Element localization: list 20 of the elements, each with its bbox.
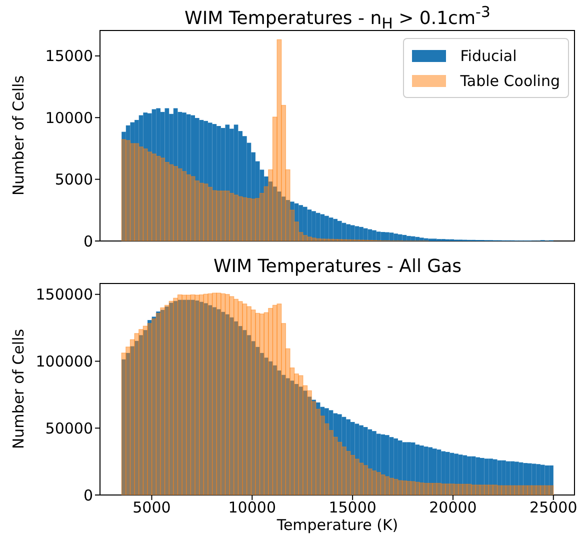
chart-title: WIM Temperatures - All Gas [212, 256, 463, 277]
y-tick-label: 15000 [45, 47, 93, 66]
y-tick-label: 0 [83, 486, 93, 504]
x-tick-label: 5000 [132, 498, 171, 517]
x-tick-label: 10000 [228, 498, 276, 517]
x-tick-label: 15000 [328, 498, 376, 517]
chart-title: WIM Temperatures - n$_{H}$ > 0.1cm$^{-3}$ [184, 3, 492, 33]
y-tick-label: 5000 [54, 170, 93, 189]
x-tick-label: 20000 [429, 498, 477, 517]
y-tick-label: 100000 [36, 352, 93, 371]
legend-label: Table Cooling [460, 72, 560, 90]
x-axis-title: Temperature (K) [276, 516, 398, 534]
y-tick-label: 50000 [45, 419, 93, 438]
y-tick-label: 0 [83, 232, 93, 250]
legend-label: Fiducial [460, 46, 517, 64]
x-tick-label: 25000 [530, 498, 578, 517]
y-axis-title: Number of Cells [9, 328, 28, 450]
y-axis-title: Number of Cells [9, 75, 28, 196]
y-tick-label: 150000 [36, 286, 93, 304]
y-tick-label: 10000 [45, 108, 93, 127]
